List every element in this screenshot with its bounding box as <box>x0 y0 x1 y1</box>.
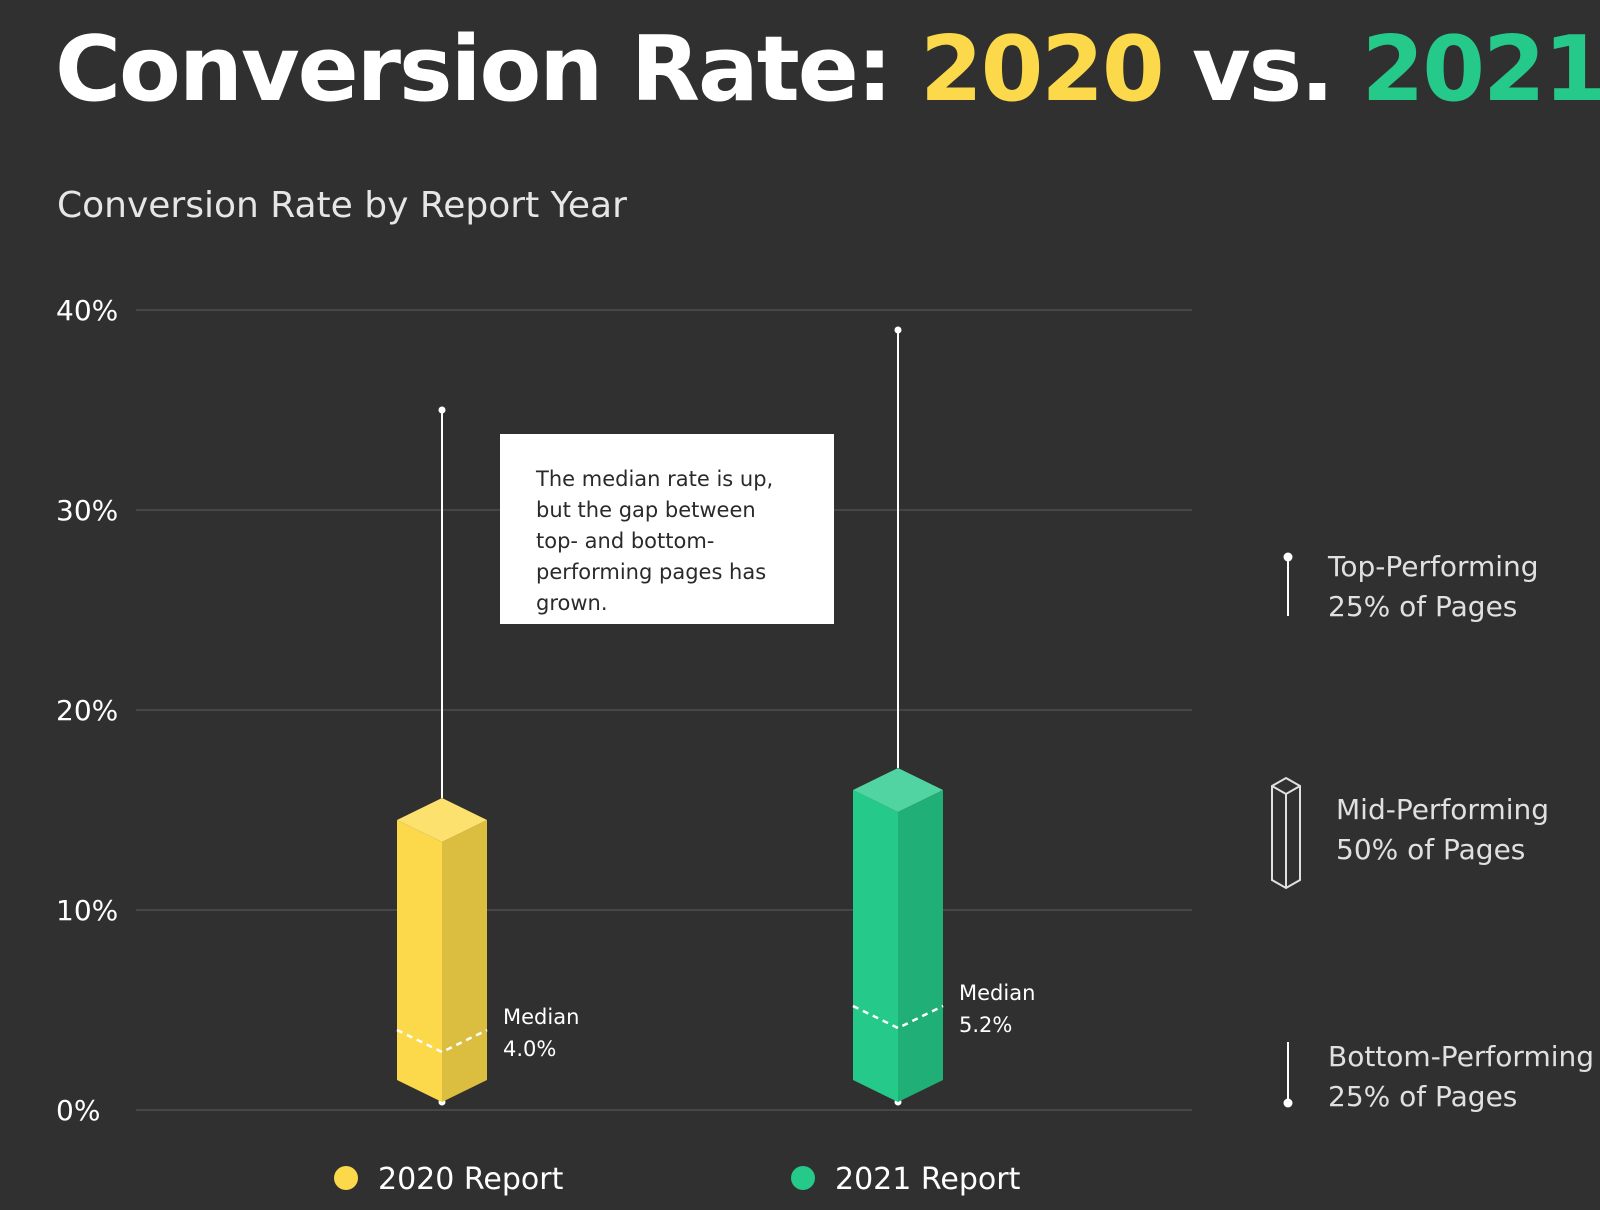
y-tick-label: 30% <box>56 494 118 527</box>
box-face-top-2020 <box>397 798 487 842</box>
key-bottom-line2: 25% of Pages <box>1328 1080 1518 1113</box>
title-year-2020: 2020 <box>920 17 1164 122</box>
legend-label-2021: 2021 Report <box>835 1162 1021 1197</box>
key-top-label: Top-Performing 25% of Pages <box>1328 547 1539 627</box>
legend-swatch-2021 <box>791 1166 815 1190</box>
box-face-left-2021 <box>853 790 898 1102</box>
box-mid-icon <box>1271 776 1301 890</box>
whisker-max-dot-2021 <box>894 326 902 334</box>
median-label-2021: Median <box>959 981 1035 1005</box>
chart-title: Conversion Rate by Report Year <box>57 185 627 226</box>
median-label-2020: Median <box>503 1005 579 1029</box>
median-line-2021 <box>852 1004 944 1030</box>
whisker-top-icon <box>1283 552 1293 616</box>
annotation-text: The median rate is up, but the gap betwe… <box>536 467 774 615</box>
title-year-2021: 2021 <box>1361 17 1600 122</box>
key-bottom-label: Bottom-Performing 25% of Pages <box>1328 1037 1594 1117</box>
y-tick-label: 10% <box>56 894 118 927</box>
box-face-left-2020 <box>397 820 442 1102</box>
legend-swatch-2020 <box>334 1166 358 1190</box>
whisker-bottom-icon <box>1283 1042 1293 1108</box>
page-title: Conversion Rate: 2020 vs. 2021 <box>55 10 1600 130</box>
box-face-right-2020 <box>442 820 487 1102</box>
y-tick-label: 40% <box>56 294 118 327</box>
annotation-callout: The median rate is up, but the gap betwe… <box>500 434 834 624</box>
title-prefix: Conversion Rate: <box>55 17 921 122</box>
median-value-2021: 5.2% <box>959 1013 1012 1037</box>
box-2020 <box>396 406 488 1106</box>
key-mid-line2: 50% of Pages <box>1336 833 1526 866</box>
key-top-line2: 25% of Pages <box>1328 590 1518 623</box>
y-tick-label: 0% <box>56 1094 100 1127</box>
box-face-right-2021 <box>898 790 943 1102</box>
key-mid-label: Mid-Performing 50% of Pages <box>1336 790 1549 870</box>
box-face-top-2021 <box>853 768 943 812</box>
y-tick-label: 20% <box>56 694 118 727</box>
legend-label-2020: 2020 Report <box>378 1162 564 1197</box>
whisker-max-dot-2020 <box>438 406 446 414</box>
key-top-line1: Top-Performing <box>1328 550 1539 583</box>
key-mid-line1: Mid-Performing <box>1336 793 1550 826</box>
median-value-2020: 4.0% <box>503 1037 556 1061</box>
median-line-2020 <box>396 1028 488 1054</box>
key-bottom-line1: Bottom-Performing <box>1328 1040 1595 1073</box>
title-joiner: vs. <box>1162 17 1362 122</box>
box-2021 <box>852 326 944 1106</box>
